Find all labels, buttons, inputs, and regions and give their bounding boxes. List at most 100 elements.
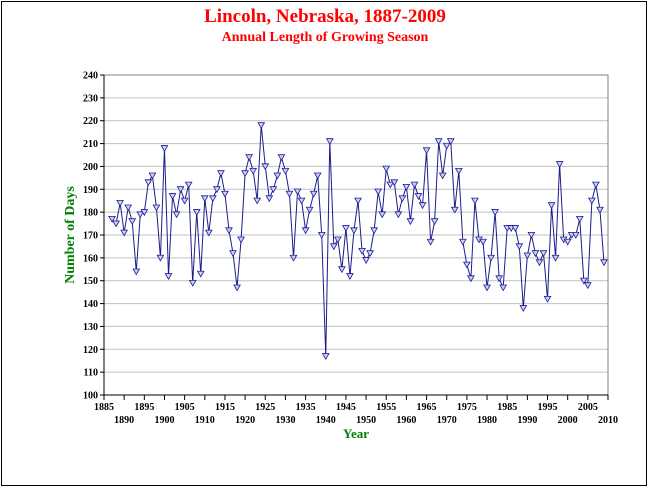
data-point: [200, 195, 209, 203]
data-point: [229, 250, 237, 258]
data-point: [249, 168, 258, 175]
x-tick-label: 1995: [538, 402, 558, 413]
data-point: [245, 154, 254, 162]
data-point: [471, 197, 479, 205]
data-point: [233, 284, 241, 292]
data-point: [483, 284, 491, 292]
data-point: [136, 211, 145, 219]
x-tick-label: 1890: [114, 415, 134, 426]
data-point: [301, 227, 310, 235]
data-point: [342, 225, 350, 232]
y-tick-label: 100: [83, 391, 98, 402]
data-point: [519, 305, 528, 312]
data-point: [587, 197, 596, 205]
data-point: [188, 280, 197, 287]
x-tick-labels: 1885 1895 1905 1915 1925 1935 1945 1955 1965 1975…: [94, 402, 618, 426]
data-point: [358, 248, 366, 255]
data-point: [551, 254, 560, 262]
data-point: [390, 179, 399, 187]
data-point: [253, 197, 262, 205]
y-tick-label: 240: [83, 71, 98, 82]
data-point: [140, 209, 149, 216]
data-point: [458, 238, 467, 246]
x-tick-label: 1965: [417, 402, 437, 413]
data-point: [575, 216, 584, 223]
data-point: [176, 186, 185, 194]
data-point: [398, 195, 407, 203]
data-point: [208, 195, 217, 203]
data-point: [382, 165, 391, 173]
data-point: [124, 204, 133, 212]
data-point: [313, 172, 322, 180]
data-point: [237, 236, 245, 244]
x-tick-label: 1885: [94, 402, 114, 413]
x-tick-label: 1905: [175, 402, 195, 413]
y-tick-label: 180: [83, 208, 98, 219]
data-point: [297, 197, 306, 205]
data-point: [592, 181, 600, 189]
data-point: [204, 229, 213, 237]
x-tick-label: 1955: [376, 402, 396, 413]
data-point: [317, 232, 326, 239]
data-point: [321, 353, 330, 360]
data-point: [196, 270, 205, 278]
data-point: [346, 273, 354, 280]
data-point: [325, 138, 334, 146]
data-point: [213, 186, 221, 194]
x-tick-label: 1980: [477, 415, 497, 426]
data-point: [583, 282, 592, 290]
data-point: [350, 227, 358, 235]
data-point: [406, 218, 415, 226]
data-point: [402, 184, 411, 191]
x-tick-label: 1915: [215, 402, 235, 413]
data-point: [442, 142, 451, 150]
data-point: [491, 209, 499, 216]
data-point: [479, 238, 487, 246]
data-point: [362, 257, 370, 264]
x-tick-label: 1985: [497, 402, 517, 413]
x-tick-label: 1940: [316, 415, 336, 426]
y-tick-label: 190: [83, 185, 98, 196]
data-point: [156, 254, 165, 262]
data-point: [434, 138, 443, 146]
x-tick-label: 1970: [437, 415, 457, 426]
data-point: [374, 188, 383, 196]
data-point: [160, 145, 169, 152]
data-point: [539, 250, 548, 258]
y-tick-label: 110: [84, 368, 98, 379]
data-point: [571, 232, 580, 239]
data-point: [596, 206, 604, 214]
data-point: [273, 172, 282, 180]
data-point: [269, 186, 278, 194]
data-point: [523, 252, 532, 260]
data-point: [543, 296, 552, 303]
data-point: [426, 238, 435, 246]
data-point: [289, 254, 298, 262]
data-point: [386, 181, 395, 189]
data-point: [422, 147, 431, 155]
data-point: [120, 229, 129, 237]
y-tick-label: 160: [83, 253, 98, 264]
data-point: [261, 163, 270, 171]
data-point: [418, 202, 427, 210]
data-point: [108, 216, 116, 223]
y-tick-label: 200: [83, 162, 98, 173]
data-markers: [108, 122, 608, 360]
data-point: [450, 206, 459, 214]
y-tick-label: 230: [83, 93, 98, 104]
data-point: [366, 250, 374, 258]
data-point: [285, 190, 294, 198]
data-point: [527, 232, 536, 239]
x-tick-label: 1900: [154, 415, 174, 426]
data-point: [221, 190, 229, 198]
data-point: [128, 218, 137, 226]
x-tick-label: 1920: [235, 415, 255, 426]
data-point: [329, 243, 338, 251]
y-tick-label: 130: [83, 322, 98, 333]
data-point: [563, 238, 572, 246]
data-point: [293, 188, 302, 196]
x-tick-label: 2000: [558, 415, 578, 426]
data-point: [192, 209, 201, 216]
data-point: [184, 181, 193, 189]
x-tick-label: 1990: [517, 415, 537, 426]
